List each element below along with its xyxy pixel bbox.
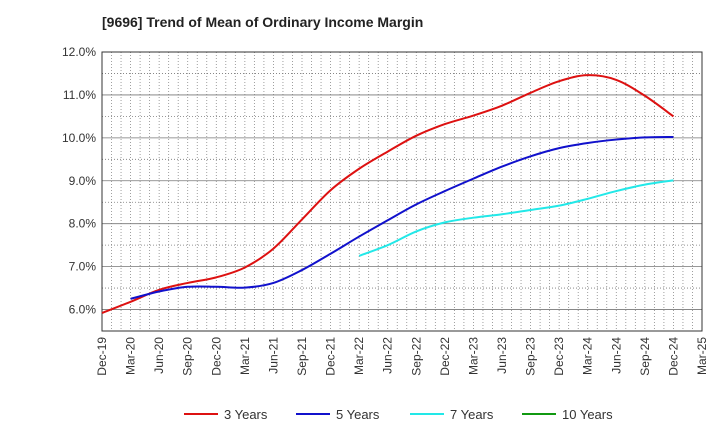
x-tick-label: Mar-24	[581, 337, 595, 375]
x-tick-label: Jun-20	[152, 337, 166, 374]
x-tick-label: Sep-23	[524, 337, 538, 376]
y-tick-label: 12.0%	[62, 45, 96, 59]
legend-label-10-years: 10 Years	[562, 407, 613, 422]
x-tick-label: Dec-23	[552, 337, 566, 376]
x-tick-label: Dec-24	[666, 337, 680, 376]
x-tick-label: Dec-22	[438, 337, 452, 376]
x-tick-label: Mar-20	[124, 337, 138, 375]
x-tick-label: Dec-21	[324, 337, 338, 376]
x-tick-label: Mar-21	[238, 337, 252, 375]
legend-label-5-years: 5 Years	[336, 407, 380, 422]
x-tick-label: Mar-22	[352, 337, 366, 375]
y-tick-label: 7.0%	[69, 260, 97, 274]
plot-frame	[101, 51, 703, 332]
y-tick-label: 8.0%	[69, 217, 97, 231]
x-tick-label: Mar-23	[466, 337, 480, 375]
legend-label-7-years: 7 Years	[450, 407, 494, 422]
x-tick-label: Jun-21	[266, 337, 280, 374]
y-tick-label: 9.0%	[69, 174, 97, 188]
series-line-7-years	[358, 179, 674, 257]
x-tick-label: Jun-22	[381, 337, 395, 374]
y-tick-label: 11.0%	[63, 88, 96, 102]
series-line-5-years	[130, 135, 674, 300]
x-tick-label: Sep-21	[295, 337, 309, 376]
x-tick-label: Mar-25	[695, 337, 709, 375]
y-tick-label: 10.0%	[62, 131, 96, 145]
x-tick-label: Jun-24	[609, 337, 623, 374]
chart-title: [9696] Trend of Mean of Ordinary Income …	[102, 14, 424, 30]
x-tick-label: Dec-19	[95, 337, 109, 376]
y-tick-label: 6.0%	[69, 303, 97, 317]
series-line-3-years	[101, 74, 675, 314]
x-tick-label: Sep-20	[181, 337, 195, 376]
x-tick-label: Dec-20	[209, 337, 223, 376]
x-tick-label: Jun-23	[495, 337, 509, 374]
legend-label-3-years: 3 Years	[224, 407, 268, 422]
x-tick-label: Sep-22	[409, 337, 423, 376]
x-tick-label: Sep-24	[638, 337, 652, 376]
